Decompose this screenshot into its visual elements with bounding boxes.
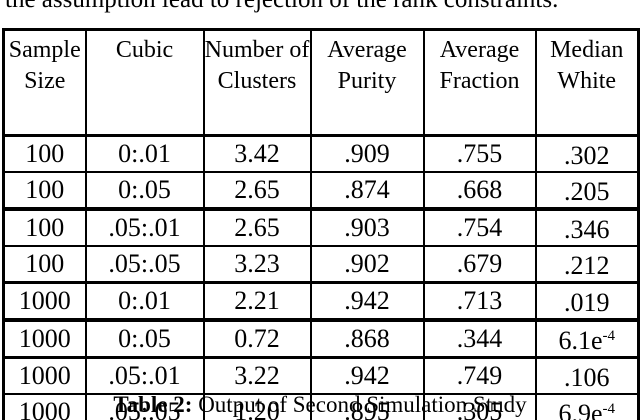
table-row: 1000 0:.01 2.21 .942 .713 .019: [2, 281, 640, 322]
cell-clusters: 2.21: [202, 281, 312, 322]
cell-cubic: 0:.01: [84, 134, 205, 173]
cell-fraction: .679: [422, 245, 537, 284]
cell-cubic: 0:.05: [84, 319, 205, 359]
cell-sample-size: 1000: [2, 393, 87, 420]
cell-fraction: .344: [422, 319, 537, 359]
cell-fraction: .668: [422, 171, 537, 211]
cell-purity: .868: [309, 319, 425, 359]
header-median-white: Median White: [534, 28, 640, 137]
cell-sample-size: 1000: [2, 356, 87, 395]
median-white-value: .212: [564, 251, 610, 280]
cell-fraction: .749: [422, 356, 537, 395]
table-row: 1000 0:.05 0.72 .868 .344 6.1e-4: [2, 319, 640, 359]
cell-median-white: .346: [534, 208, 640, 247]
cell-purity: .902: [309, 245, 425, 284]
cell-sample-size: 100: [2, 134, 87, 173]
simulation-results-table: Sample Size Cubic Number of Clusters Ave…: [2, 28, 640, 420]
cell-median-white: .205: [534, 171, 640, 211]
cell-purity: .903: [309, 208, 425, 247]
header-average-fraction: Average Fraction: [422, 28, 537, 137]
cell-fraction: .713: [422, 281, 537, 322]
table-row: 100 0:.05 2.65 .874 .668 .205: [2, 171, 640, 211]
median-white-exponent: -4: [602, 401, 616, 417]
cell-clusters: 3.22: [202, 356, 312, 395]
header-number-of-clusters: Number of Clusters: [202, 28, 312, 137]
cell-purity: .942: [309, 356, 425, 395]
cell-cubic: .05:.01: [84, 356, 205, 395]
cell-cubic: .05:.01: [84, 208, 205, 247]
cell-purity: .874: [309, 171, 425, 211]
table-caption: Table 2: Output of Second Simulation Stu…: [0, 392, 640, 418]
table-row: 100 .05:.01 2.65 .903 .754 .346: [2, 208, 640, 247]
cell-clusters: 0.72: [202, 319, 312, 359]
cell-purity: .909: [309, 134, 425, 173]
table-row: 1000 .05:.01 3.22 .942 .749 .106: [2, 356, 640, 395]
cell-clusters: 2.65: [202, 171, 312, 211]
cell-cubic: 0:.01: [84, 281, 205, 322]
cell-clusters: 3.23: [202, 245, 312, 284]
cell-clusters: 2.65: [202, 208, 312, 247]
header-sample-size: Sample Size: [2, 28, 87, 137]
cell-sample-size: 1000: [2, 319, 87, 359]
cell-sample-size: 100: [2, 208, 87, 247]
cell-median-white: 6.1e-4: [534, 319, 640, 359]
cell-median-white: 6.9e-4: [534, 393, 640, 420]
median-white-exponent: -4: [602, 328, 616, 344]
cell-sample-size: 100: [2, 171, 87, 211]
table-row: 100 .05:.05 3.23 .902 .679 .212: [2, 245, 640, 284]
cell-purity: .895: [309, 393, 425, 420]
cell-clusters: 3.42: [202, 134, 312, 173]
table-row: 1000 .05:.05 1.20 .895 .305 6.9e-4: [2, 393, 640, 420]
caption-label: Table 2:: [113, 392, 193, 417]
cell-median-white: .019: [534, 281, 640, 322]
cell-median-white: .212: [534, 245, 640, 284]
caption-text: Output of Second Simulation Study: [198, 392, 527, 417]
median-white-value: .019: [564, 288, 610, 317]
cell-fraction: .305: [422, 393, 537, 420]
header-average-purity: Average Purity: [309, 28, 425, 137]
body-text-clipped: the assumption lead to rejection of the …: [5, 0, 640, 15]
cell-fraction: .755: [422, 134, 537, 173]
cell-cubic: .05:.05: [84, 393, 205, 420]
cell-sample-size: 100: [2, 245, 87, 284]
cell-cubic: 0:.05: [84, 171, 205, 211]
cell-cubic: .05:.05: [84, 245, 205, 284]
cell-fraction: .754: [422, 208, 537, 247]
header-cubic: Cubic: [84, 28, 205, 137]
cell-sample-size: 1000: [2, 281, 87, 322]
cell-purity: .942: [309, 281, 425, 322]
table-header-row: Sample Size Cubic Number of Clusters Ave…: [2, 28, 640, 137]
table-row: 100 0:.01 3.42 .909 .755 .302: [2, 134, 640, 173]
cell-median-white: .302: [534, 134, 640, 173]
median-white-value: 6.9e: [558, 399, 603, 420]
median-white-value: .346: [564, 215, 610, 244]
median-white-value: .205: [564, 177, 610, 206]
cell-median-white: .106: [534, 356, 640, 395]
median-white-value: .302: [564, 141, 610, 170]
median-white-value: 6.1e: [558, 326, 603, 355]
cell-clusters: 1.20: [202, 393, 312, 420]
median-white-value: .106: [564, 363, 610, 392]
